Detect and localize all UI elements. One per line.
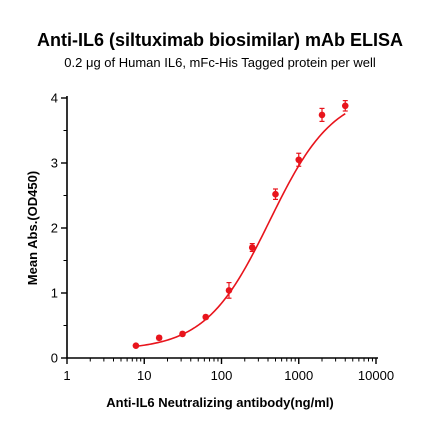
data-point bbox=[318, 111, 326, 119]
data-point bbox=[272, 190, 279, 198]
data-point bbox=[248, 244, 256, 251]
data-point bbox=[155, 334, 163, 342]
data-point bbox=[341, 102, 349, 110]
x-tick-label: 10 bbox=[137, 368, 151, 383]
fit-curve-layer bbox=[135, 113, 346, 348]
chart-title: Anti-IL6 (siltuximab biosimilar) mAb ELI… bbox=[36, 30, 404, 50]
y-tick-label: 0 bbox=[51, 351, 58, 366]
data-point bbox=[179, 330, 186, 338]
y-tick-label: 3 bbox=[51, 156, 58, 171]
x-axis-label: Anti-IL6 Neutralizing antibody(ng/ml) bbox=[106, 395, 334, 410]
data-point bbox=[132, 342, 140, 349]
data-point bbox=[202, 313, 210, 321]
x-tick-label: 1 bbox=[63, 368, 70, 383]
x-tick-label: 10000 bbox=[358, 368, 394, 383]
data-point bbox=[295, 156, 303, 164]
x-tick-label: 1000 bbox=[284, 368, 313, 383]
data-points-layer bbox=[132, 99, 349, 349]
y-tick-label: 2 bbox=[51, 221, 58, 236]
data-point bbox=[225, 287, 233, 294]
y-tick-label: 4 bbox=[51, 91, 58, 106]
y-tick-label: 1 bbox=[51, 286, 58, 301]
y-axis-label: Mean Abs.(OD450) bbox=[25, 171, 40, 285]
fit-curve bbox=[135, 113, 346, 348]
x-tick-label: 100 bbox=[211, 368, 233, 383]
chart-subtitle: 0.2 μg of Human IL6, mFc-His Tagged prot… bbox=[64, 55, 376, 70]
